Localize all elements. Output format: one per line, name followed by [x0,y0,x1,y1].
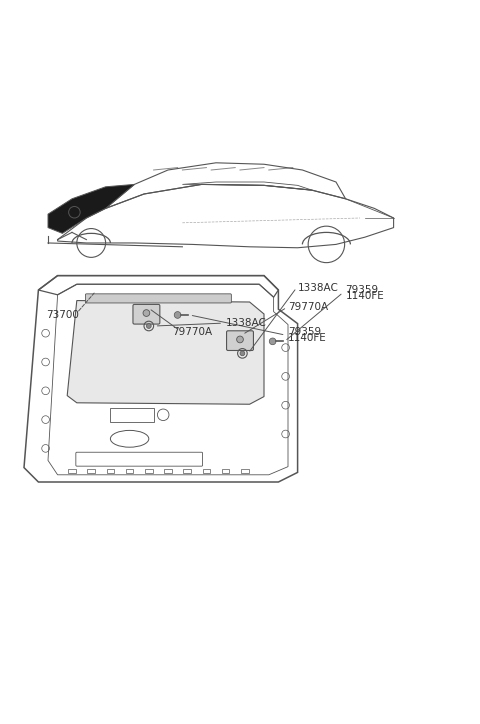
Bar [68,468,76,473]
Bar [126,468,133,473]
Circle shape [146,324,151,329]
FancyBboxPatch shape [133,304,160,324]
Polygon shape [67,300,264,404]
Circle shape [237,336,243,342]
Polygon shape [48,185,134,233]
Text: 1140FE: 1140FE [288,334,327,343]
Text: 79359: 79359 [288,327,321,337]
Bar [110,408,154,421]
Text: 79359: 79359 [346,285,379,295]
Circle shape [174,311,181,319]
Circle shape [143,310,150,316]
Circle shape [240,351,245,355]
Bar [164,468,172,473]
Bar [241,468,249,473]
Circle shape [269,338,276,345]
Bar [87,468,95,473]
Bar [203,468,210,473]
Text: 1140FE: 1140FE [346,291,384,300]
Bar [145,468,153,473]
Bar [222,468,229,473]
Bar [183,468,191,473]
FancyBboxPatch shape [227,331,253,350]
Bar [107,468,114,473]
Text: 79770A: 79770A [288,303,328,312]
Text: 1338AC: 1338AC [226,318,266,328]
Text: 73700: 73700 [46,311,79,321]
Text: 1338AC: 1338AC [298,282,338,292]
Text: 79770A: 79770A [172,327,212,337]
FancyBboxPatch shape [85,294,231,303]
